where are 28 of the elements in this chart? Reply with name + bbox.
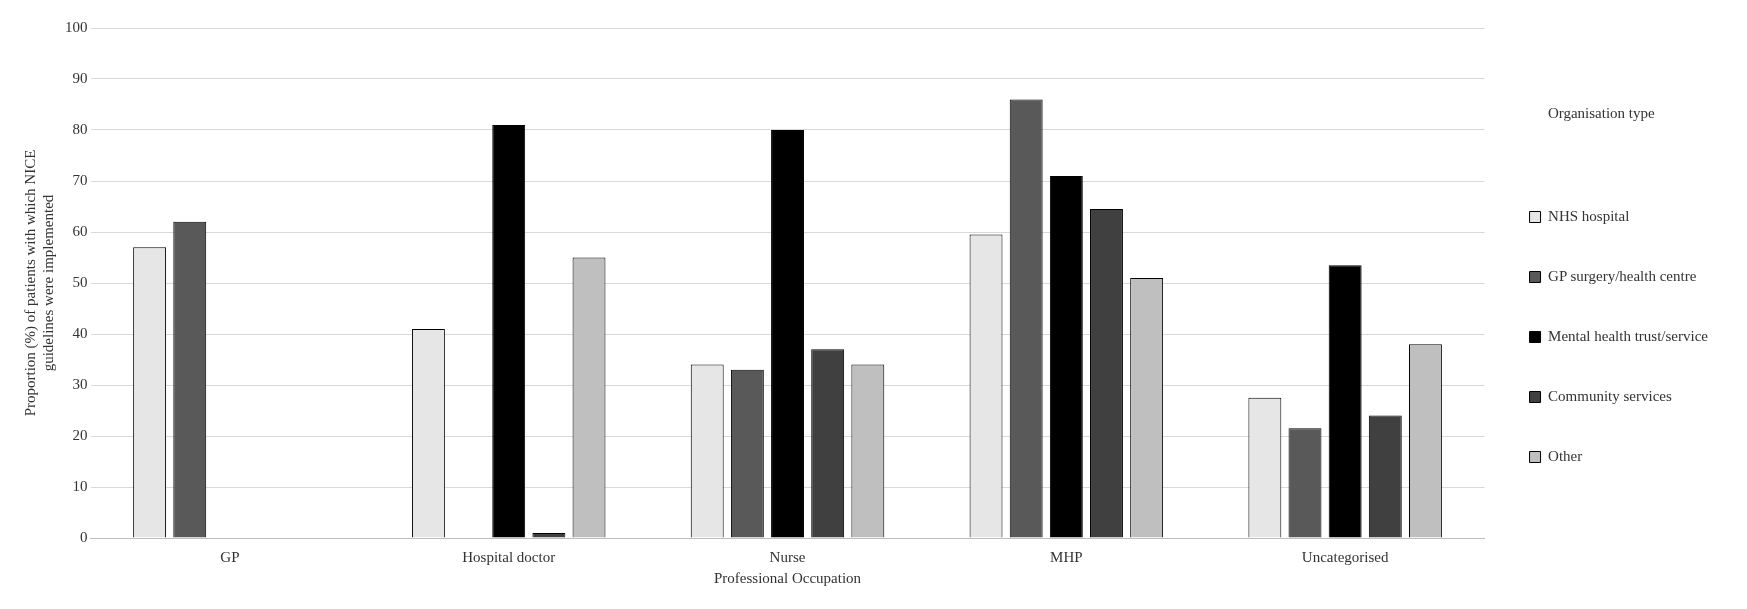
x-tick-label: Hospital doctor xyxy=(462,548,556,565)
x-tick-label: Uncategorised xyxy=(1301,548,1389,565)
x-axis-title: Professional Occupation xyxy=(714,569,862,586)
x-tick-label: GP xyxy=(220,548,240,565)
x-tick-label: MHP xyxy=(1050,548,1083,565)
bar xyxy=(492,124,526,538)
legend-label: Community services xyxy=(1548,387,1672,404)
y-tick-label: 40 xyxy=(72,324,88,341)
y-tick-label: 60 xyxy=(72,222,88,239)
y-axis-title: Proportion (%) of patients with which NICE guidelines were implemented xyxy=(21,149,56,417)
bar xyxy=(771,130,804,538)
legend-label: GP surgery/health centre xyxy=(1548,267,1697,284)
y-tick-label: 10 xyxy=(72,477,88,494)
y-tick-label: 90 xyxy=(72,69,88,86)
y-tick-label: 80 xyxy=(72,120,88,137)
y-tick-label: 20 xyxy=(72,426,88,443)
y-tick-label: 70 xyxy=(72,171,88,188)
bar xyxy=(1328,265,1362,538)
legend-title: Organisation type xyxy=(1547,104,1656,121)
y-tick-label: 30 xyxy=(72,375,88,392)
x-tick-label: Nurse xyxy=(769,548,806,565)
legend-label: Other xyxy=(1548,447,1583,464)
legend-label: NHS hospital xyxy=(1548,207,1630,224)
legend-label: Mental health trust/service xyxy=(1548,327,1709,344)
y-tick-label: 0 xyxy=(80,528,88,545)
y-tick-label: 100 xyxy=(65,18,88,35)
y-tick-label: 50 xyxy=(72,273,88,290)
bar xyxy=(1049,175,1083,538)
